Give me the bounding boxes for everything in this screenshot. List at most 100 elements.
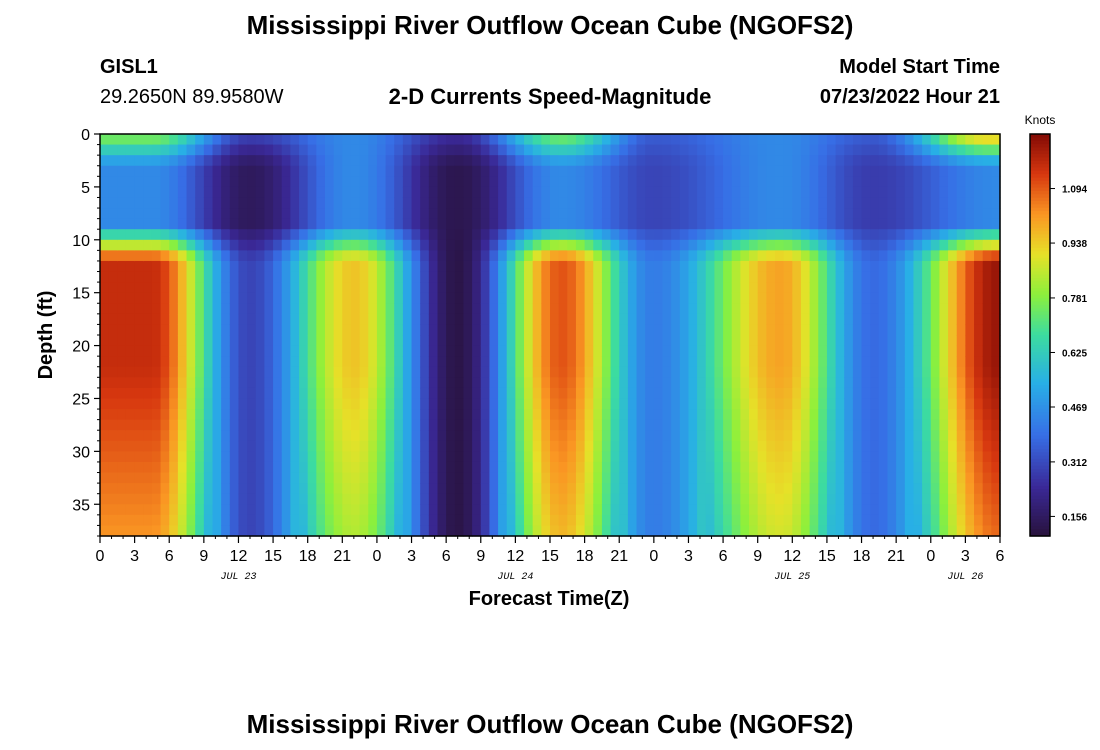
heat-cell [195,155,205,167]
heat-cell [627,461,638,474]
heat-cell [740,282,750,294]
heat-cell [212,250,222,262]
heat-cell [255,493,266,505]
heat-cell [930,345,941,357]
heat-cell [714,134,724,146]
heat-cell [134,356,144,368]
heat-cell [264,461,274,474]
heat-cell [532,366,542,378]
heat-cell [100,451,110,463]
heat-cell [125,197,136,209]
heat-cell [480,144,491,156]
heat-cell [567,525,577,537]
heat-cell [887,419,897,431]
heat-cell [411,514,421,527]
heat-cell [688,377,698,389]
heat-cell [515,461,525,474]
heat-cell [134,409,144,421]
heat-cell [783,377,793,389]
heat-cell [376,324,387,336]
heat-cell [489,208,499,220]
heat-cell [619,186,629,199]
heat-cell [169,271,179,283]
colorbar-segment [1030,341,1050,346]
heat-cell [982,186,992,199]
heat-cell [247,218,257,230]
heat-cell [800,483,811,495]
heat-cell [212,197,222,209]
heat-cell [273,451,283,463]
heat-cell [541,430,551,442]
heat-cell [125,335,136,347]
heat-cell [749,197,759,209]
heat-cell [125,493,136,505]
heat-cell [645,186,655,199]
heat-cell [524,430,534,442]
heat-cell [108,303,118,315]
heat-cell [558,493,568,505]
heat-cell [740,239,750,251]
heat-cell [636,356,646,368]
heat-cell [333,440,343,452]
heat-cell [454,493,465,505]
heat-cell [195,377,205,389]
heat-cell [273,144,283,156]
heat-cell [939,451,949,463]
heat-cell [809,313,819,326]
heat-cell [723,155,733,167]
heat-cell [541,483,551,495]
heat-cell [489,398,499,410]
heat-cell [567,144,577,156]
heat-cell [974,472,984,484]
heat-cell [472,208,482,220]
heat-cell [870,313,880,326]
colorbar-segment [1030,381,1050,386]
heat-cell [852,440,863,452]
heat-cell [420,239,430,251]
heat-cell [203,451,214,463]
heat-cell [411,250,421,262]
heat-cell [160,493,170,505]
heat-cell [930,493,941,505]
heat-cell [567,504,577,516]
heat-cell [515,377,525,389]
heat-cell [350,409,361,421]
heat-cell [558,419,568,431]
heat-cell [290,260,300,273]
heat-cell [463,186,473,199]
heat-cell [974,514,984,527]
heat-cell [697,387,707,400]
heat-cell [783,398,793,410]
heat-cell [974,250,984,262]
heat-cell [740,356,750,368]
heat-cell [896,430,906,442]
heat-cell [325,430,335,442]
heat-cell [203,461,214,474]
heat-cell [108,313,118,326]
heat-cell [169,165,179,177]
heat-cell [662,250,672,262]
heat-cell [593,155,603,167]
heat-cell [143,440,153,452]
heat-cell [688,324,698,336]
heat-cell [255,419,266,431]
heat-cell [368,451,378,463]
heat-cell [117,144,127,156]
heat-cell [844,472,854,484]
heat-cell [792,472,802,484]
heat-cell [610,356,620,368]
heat-cell [558,250,568,262]
heat-cell [264,250,274,262]
heat-cell [160,250,170,262]
model-start-label: Model Start Time [839,56,1000,78]
heat-cell [506,387,516,400]
heat-cell [402,260,413,273]
heat-cell [792,176,802,188]
heat-cell [359,525,369,537]
heat-cell [783,461,793,474]
heat-cell [506,165,516,177]
heat-cell [316,239,326,251]
heat-cell [584,366,594,378]
heat-cell [619,292,629,304]
heat-cell [498,271,508,283]
